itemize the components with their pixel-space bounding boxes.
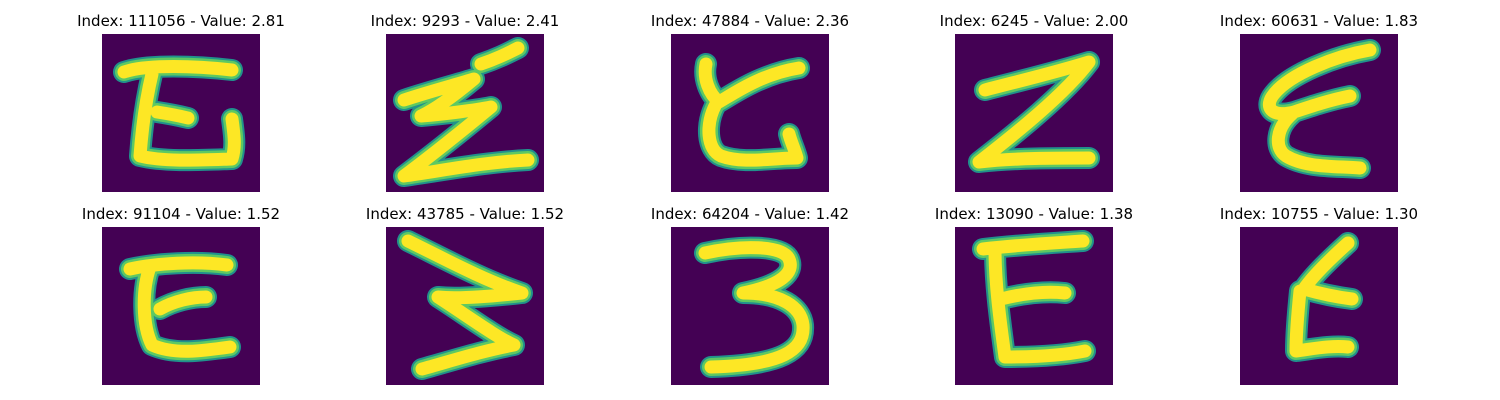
- panel-6: Index: 91104 - Value: 1.52: [71, 205, 291, 385]
- image-background: [1240, 227, 1398, 385]
- epsilon-shape-image: [1240, 34, 1398, 192]
- panel-5: Index: 60631 - Value: 1.83: [1209, 12, 1429, 192]
- panel-title: Index: 43785 - Value: 1.52: [365, 205, 565, 223]
- panel-title: Index: 47884 - Value: 2.36: [650, 12, 850, 30]
- handwritten-glyph: [972, 230, 1096, 368]
- e-shape-image: [955, 227, 1113, 385]
- z-shape-image: [955, 34, 1113, 192]
- panel-9: Index: 13090 - Value: 1.38: [924, 205, 1144, 385]
- glyph-stroke: [698, 241, 810, 374]
- glyph-stroke: [972, 55, 1096, 169]
- panel-3: Index: 47884 - Value: 2.36: [640, 12, 860, 192]
- panel-title: Index: 64204 - Value: 1.42: [650, 205, 850, 223]
- panel-4: Index: 6245 - Value: 2.00: [924, 12, 1144, 192]
- glyph-stroke: [117, 60, 241, 167]
- panel-title: Index: 60631 - Value: 1.83: [1219, 12, 1419, 30]
- glyph-stroke: [397, 41, 535, 183]
- panel-title: Index: 6245 - Value: 2.00: [939, 12, 1129, 30]
- glyph-stroke: [976, 234, 1092, 364]
- handwritten-glyph: [1258, 39, 1381, 179]
- panel-title: Index: 13090 - Value: 1.38: [934, 205, 1134, 223]
- panel-8: Index: 64204 - Value: 1.42: [640, 205, 860, 385]
- panel-1: Index: 111056 - Value: 2.81: [71, 12, 291, 192]
- panel-title: Index: 10755 - Value: 1.30: [1219, 205, 1419, 223]
- panel-title: Index: 9293 - Value: 2.41: [370, 12, 560, 30]
- panel-2: Index: 9293 - Value: 2.41: [355, 12, 575, 192]
- curly-z-shape-image: [102, 34, 260, 192]
- glyph-stroke: [1263, 43, 1377, 175]
- c-with-crossbar-shape-image: [671, 34, 829, 192]
- panel-title: Index: 91104 - Value: 1.52: [81, 205, 281, 223]
- glyph-stroke: [698, 57, 806, 167]
- panel-7: Index: 43785 - Value: 1.52: [355, 205, 575, 385]
- handwritten-glyph: [694, 53, 810, 172]
- glyph-stroke: [1289, 236, 1359, 358]
- glyph-stroke: [123, 256, 237, 358]
- handwritten-glyph: [694, 236, 815, 378]
- panel-title: Index: 111056 - Value: 2.81: [77, 12, 285, 30]
- handwritten-glyph: [119, 251, 241, 363]
- handwritten-glyph: [113, 55, 246, 172]
- glyph-stroke: [401, 234, 529, 376]
- small-e-shape-image: [1240, 227, 1398, 385]
- handwritten-glyph: [397, 230, 533, 380]
- c-with-crossbar-shape-image: [102, 227, 260, 385]
- zigzag-shape-image: [386, 227, 544, 385]
- handwritten-glyph: [1285, 232, 1363, 362]
- handwritten-glyph: [968, 51, 1100, 173]
- lightning-z-shape-image: [386, 34, 544, 192]
- handwritten-glyph: [393, 37, 539, 187]
- panel-10: Index: 10755 - Value: 1.30: [1209, 205, 1429, 385]
- three-shape-image: [671, 227, 829, 385]
